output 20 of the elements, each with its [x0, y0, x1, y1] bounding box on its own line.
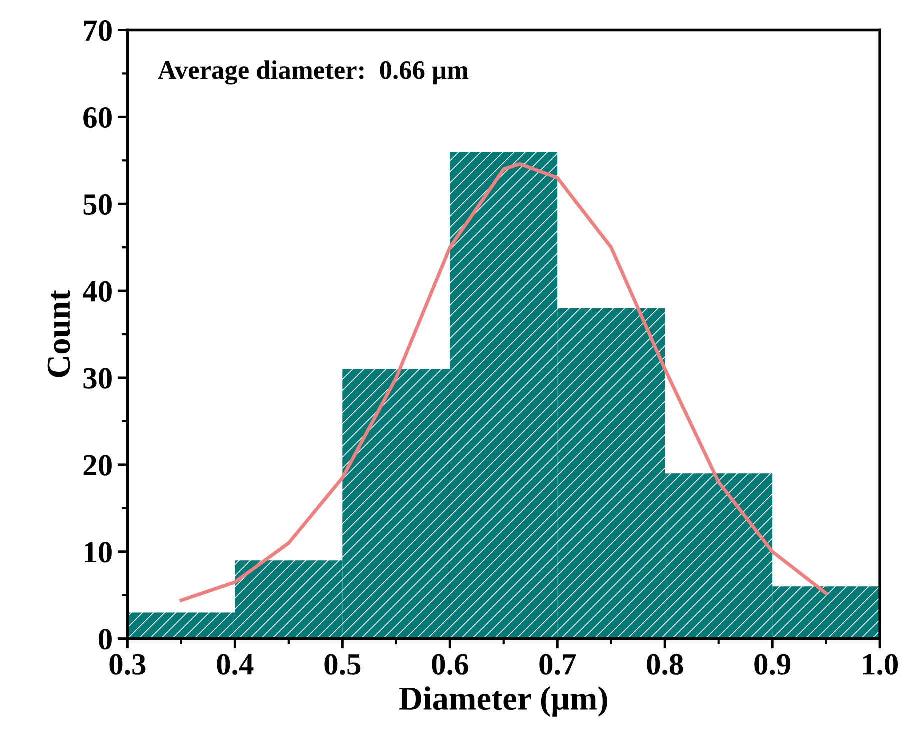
y-tick-label: 70: [84, 20, 112, 42]
y-tick-label: 60: [84, 107, 112, 128]
y-tick-label: 10: [84, 542, 112, 563]
annotation: Average diameter: 0.66 μm: [158, 60, 469, 85]
line-series: [180, 162, 828, 602]
x-tick-label: 0.3: [110, 654, 146, 676]
x-tick-label: 1.0: [863, 654, 898, 676]
y-tick-label: 0: [98, 629, 112, 650]
x-tick-label: 0.8: [647, 654, 684, 676]
x-axis-title: Diameter (μm): [400, 686, 608, 717]
x-tick-label: 0.6: [432, 654, 468, 676]
y-tick-label: 50: [84, 194, 112, 216]
y-axis-title: Count: [48, 290, 70, 378]
y-tick-label: 20: [84, 455, 112, 476]
x-tick-label: 0.7: [540, 654, 576, 676]
x-tick-label: 0.5: [324, 654, 361, 676]
x-tick-label: 0.4: [217, 654, 254, 676]
y-tick-label: 30: [84, 368, 112, 389]
y-tick-label: 40: [82, 281, 112, 302]
x-tick-label: 0.9: [754, 654, 791, 676]
